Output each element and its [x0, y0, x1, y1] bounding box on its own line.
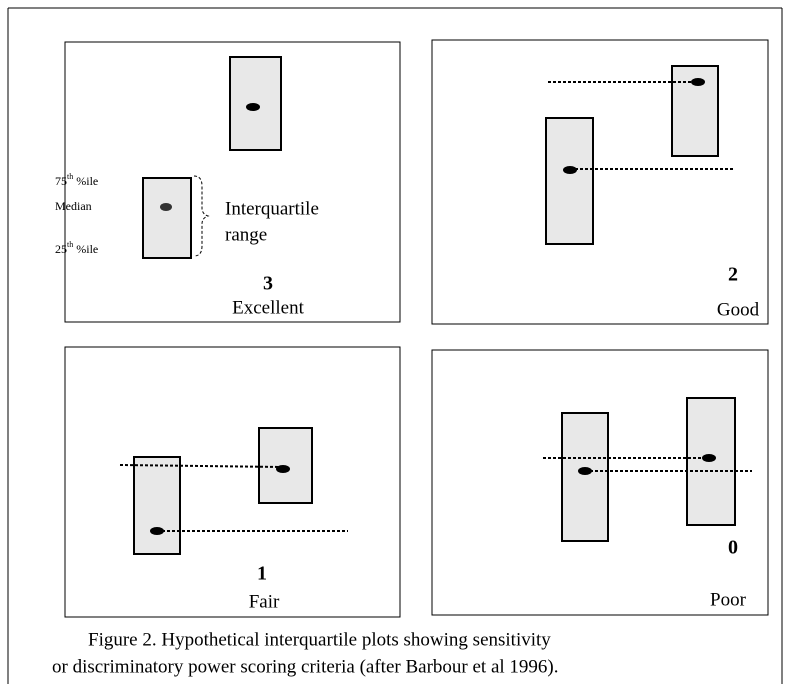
score: 1: [257, 563, 267, 585]
score: 0: [728, 537, 738, 559]
median-dot: [246, 103, 260, 111]
box: [561, 412, 609, 542]
legend-lower: 25th %ile: [55, 240, 98, 256]
legend-median: Median: [55, 199, 92, 213]
median-dot: [160, 203, 172, 211]
median-dot: [702, 454, 716, 462]
median-dot: [150, 527, 164, 535]
range-label: range: [225, 224, 267, 245]
score: 2: [728, 264, 738, 286]
panel: [64, 346, 401, 618]
outer-frame: [7, 7, 783, 684]
median-dot: [563, 166, 577, 174]
median-line: [119, 464, 284, 468]
rating: Fair: [249, 591, 280, 612]
brace: [193, 175, 210, 257]
rating: Poor: [710, 589, 747, 610]
box: [133, 456, 181, 555]
box: [142, 177, 192, 259]
median-dot: [578, 467, 592, 475]
box: [545, 117, 594, 245]
score: 3: [263, 273, 273, 295]
median-dot: [276, 465, 290, 473]
range-label: Interquartile: [225, 198, 319, 219]
caption: Figure 2. Hypothetical interquartile plo…: [88, 629, 551, 650]
caption: or discriminatory power scoring criteria…: [52, 656, 558, 677]
rating: Excellent: [232, 297, 304, 318]
legend-upper: 75th %ile: [55, 172, 98, 188]
median-dot: [691, 78, 705, 86]
rating: Good: [717, 299, 760, 320]
